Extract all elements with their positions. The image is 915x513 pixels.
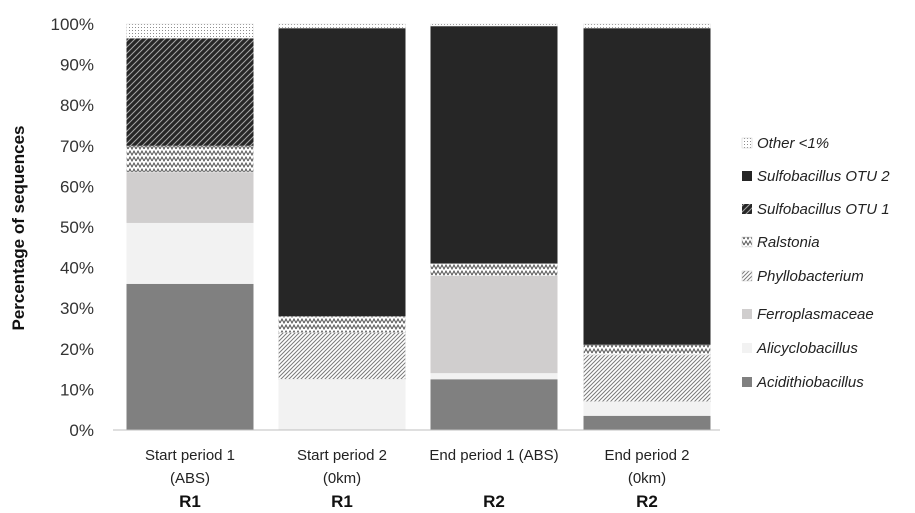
legend-label: Alicyclobacillus: [756, 340, 858, 357]
y-tick-label: 0%: [69, 421, 94, 440]
legend-label: Sulfobacillus OTU 2: [757, 168, 890, 185]
category-label: Start period 2: [297, 447, 387, 464]
legend-swatch: [742, 171, 752, 181]
legend-swatch: [742, 343, 752, 353]
legend: Other <1% Sulfobacillus OTU 2 Sulfobacillu…: [741, 135, 890, 391]
y-tick-label: 30%: [60, 299, 94, 318]
y-tick-label: 100%: [51, 15, 94, 34]
group-label: R2: [483, 492, 505, 511]
bar-segment: [278, 28, 406, 317]
y-tick-label: 50%: [60, 218, 94, 237]
bar-segment: [583, 23, 711, 29]
y-tick-label: 20%: [60, 340, 94, 359]
category-label: End period 1 (ABS): [429, 447, 558, 464]
bar-segment: [583, 344, 711, 356]
y-axis-title: Percentage of sequences: [9, 125, 28, 330]
legend-label: Other <1%: [757, 135, 829, 152]
bar-segment: [126, 283, 254, 430]
legend-label: Acidithiobacillus: [756, 374, 864, 391]
legend-swatch: [741, 236, 753, 248]
group-label: R1: [331, 492, 353, 511]
legend-swatch: [742, 377, 752, 387]
bar-segment: [430, 23, 558, 27]
legend-swatch: [741, 270, 753, 282]
group-label: R1: [179, 492, 201, 511]
group-label: R2: [636, 492, 658, 511]
bar-segment: [583, 354, 711, 402]
y-tick-label: 70%: [60, 137, 94, 156]
y-tick-label: 90%: [60, 56, 94, 75]
bars: [126, 23, 711, 430]
bar-segment: [278, 316, 406, 333]
category-label: End period 2: [604, 447, 689, 464]
legend-label: Ralstonia: [757, 234, 820, 251]
legend-swatch: [742, 309, 752, 319]
x-axis-labels: Start period 1 (ABS) R1 Start period 2 (0km)…: [145, 447, 690, 511]
category-label: Start period 1: [145, 447, 235, 464]
bar-segment: [278, 332, 406, 380]
bar-segment: [126, 172, 254, 223]
category-sublabel: (ABS): [170, 470, 210, 487]
bar-segment: [278, 23, 406, 29]
legend-label: Phyllobacterium: [757, 268, 864, 285]
bar-segment: [430, 263, 558, 276]
bar-segment: [126, 222, 254, 284]
bar-segment: [430, 379, 558, 430]
bar-segment: [126, 38, 254, 146]
bar-segment: [278, 379, 406, 430]
y-tick-label: 80%: [60, 96, 94, 115]
bar-segment: [583, 401, 711, 416]
y-tick-label: 60%: [60, 177, 94, 196]
bar-segment: [430, 373, 558, 380]
legend-swatch: [741, 137, 753, 149]
legend-label: Sulfobacillus OTU 1: [757, 201, 890, 218]
y-tick-label: 40%: [60, 259, 94, 278]
bar-segment: [430, 26, 558, 264]
bar-segment: [583, 415, 711, 430]
legend-label: Ferroplasmaceae: [757, 306, 874, 323]
bar-segment: [430, 275, 558, 374]
category-sublabel: (0km): [323, 470, 361, 487]
legend-swatch: [742, 204, 752, 214]
bar-segment: [583, 28, 711, 345]
y-axis-ticks: 0% 10% 20% 30% 40% 50% 60% 70% 80% 90% 100%: [51, 15, 94, 440]
y-tick-label: 10%: [60, 380, 94, 399]
bar-segment: [126, 145, 254, 173]
category-sublabel: (0km): [628, 470, 666, 487]
bar-segment: [126, 23, 254, 39]
